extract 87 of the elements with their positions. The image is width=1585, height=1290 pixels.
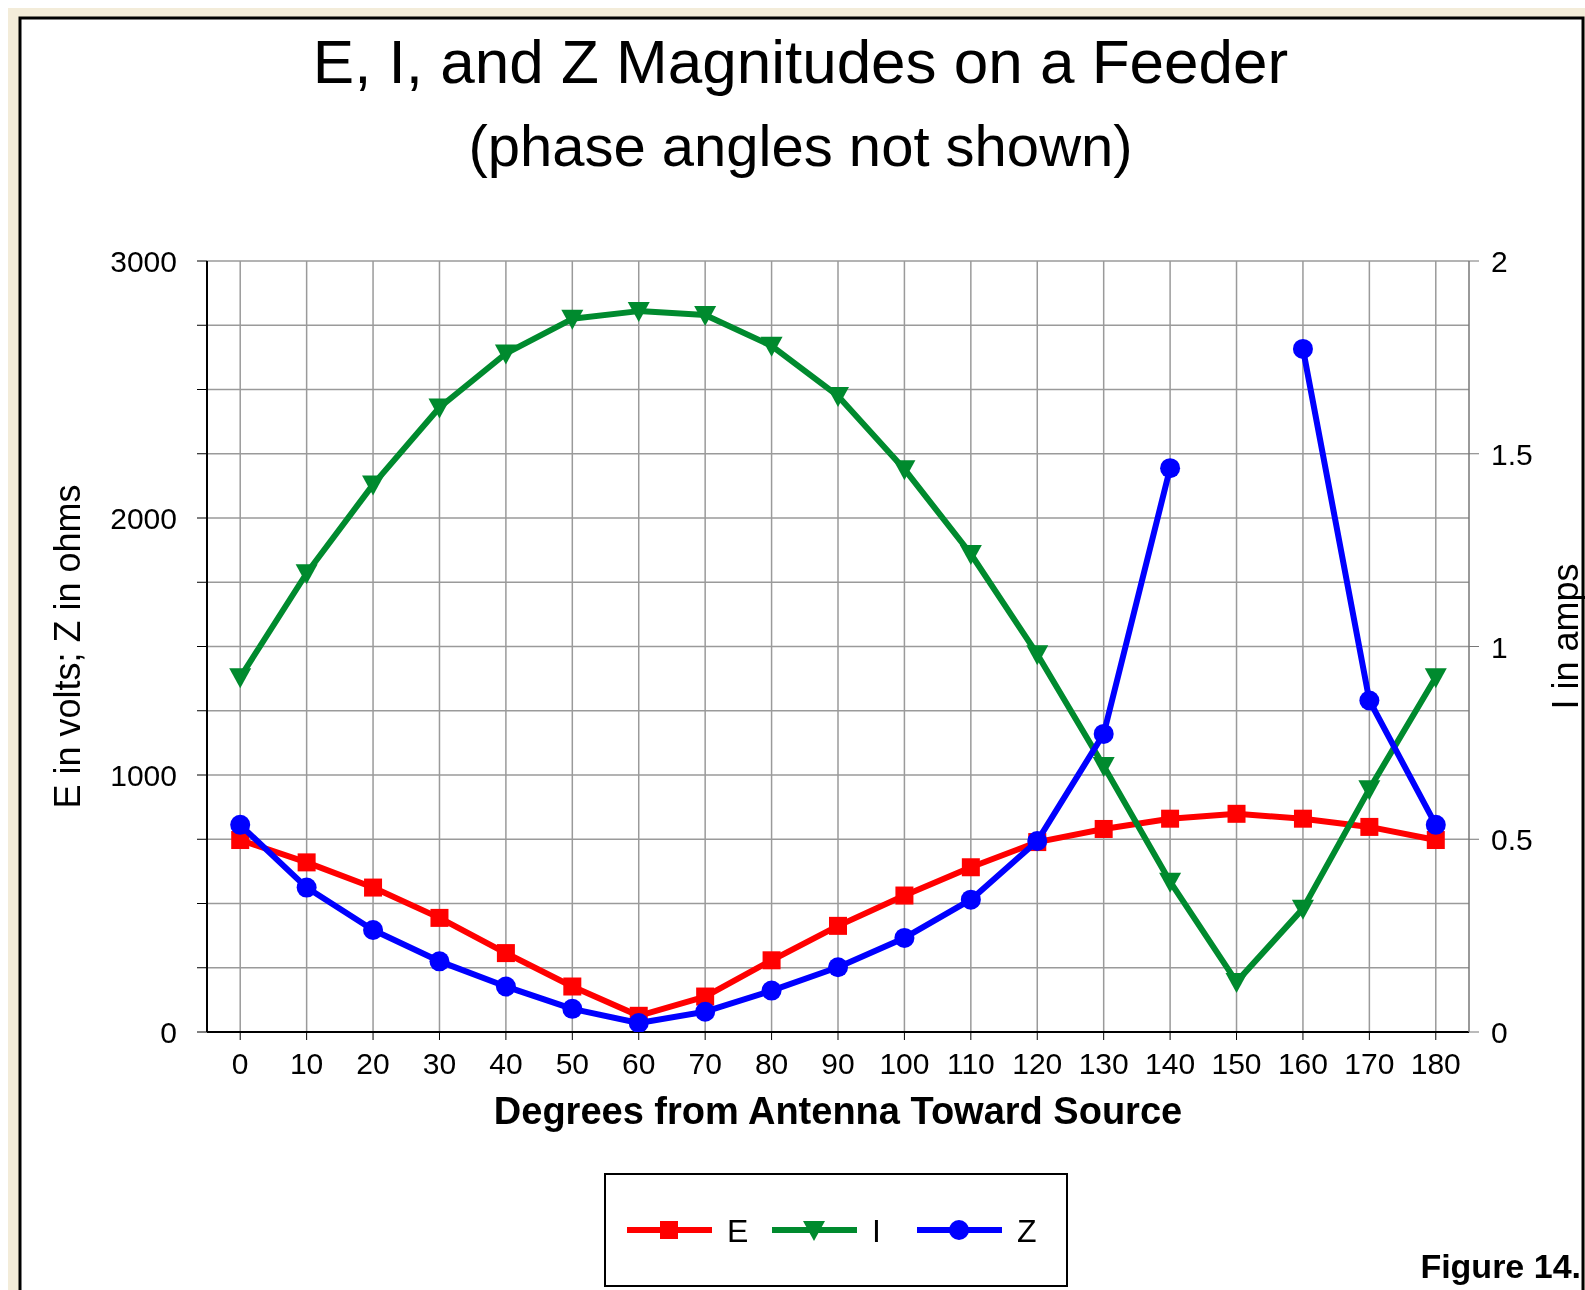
x-tick-label: 40 bbox=[489, 1047, 523, 1080]
point bbox=[1225, 972, 1248, 993]
caption: Figure 14. bbox=[1420, 1247, 1581, 1285]
point bbox=[561, 309, 584, 330]
point bbox=[960, 889, 981, 910]
point bbox=[297, 853, 316, 872]
point bbox=[961, 858, 980, 877]
x-tick-label: 80 bbox=[754, 1047, 789, 1080]
y2-tick-label: 0 bbox=[1491, 1016, 1508, 1049]
legend-label: I bbox=[872, 1213, 881, 1249]
point bbox=[430, 908, 449, 927]
point bbox=[1159, 872, 1182, 893]
point bbox=[429, 951, 450, 972]
x-tick-label: 100 bbox=[879, 1047, 930, 1080]
point bbox=[362, 475, 385, 496]
point bbox=[1359, 690, 1380, 711]
point bbox=[364, 878, 383, 897]
point bbox=[628, 1013, 649, 1032]
point bbox=[563, 977, 582, 996]
point bbox=[1291, 899, 1314, 920]
y2-tick-label: 0.5 bbox=[1491, 823, 1533, 857]
y2-tick-label: 1 bbox=[1491, 630, 1508, 664]
point bbox=[1424, 668, 1447, 689]
chart-title: E, I, and Z Magnitudes on a Feeder bbox=[312, 27, 1289, 96]
point bbox=[959, 544, 982, 565]
point bbox=[1161, 809, 1180, 828]
point bbox=[828, 957, 848, 978]
x-tick-label: 150 bbox=[1211, 1047, 1262, 1080]
point bbox=[296, 877, 317, 898]
y2-tick-label: 1.5 bbox=[1491, 437, 1533, 471]
point bbox=[1026, 645, 1049, 666]
point bbox=[295, 564, 318, 585]
x-tick-label: 160 bbox=[1277, 1047, 1328, 1080]
point bbox=[694, 305, 717, 326]
y-tick-label: 3000 bbox=[110, 245, 177, 278]
point bbox=[494, 344, 517, 365]
point bbox=[1293, 809, 1312, 828]
point bbox=[1425, 814, 1446, 835]
point bbox=[229, 668, 252, 689]
x-tick-label: 10 bbox=[289, 1047, 324, 1080]
point bbox=[627, 302, 650, 323]
point bbox=[1227, 804, 1246, 823]
point bbox=[1092, 757, 1115, 778]
x-tick-label: 20 bbox=[356, 1047, 390, 1080]
legend-label: Z bbox=[1017, 1213, 1037, 1249]
y2-tick-label: 2 bbox=[1491, 245, 1508, 278]
point bbox=[894, 927, 915, 948]
x-tick-label: 30 bbox=[422, 1047, 457, 1080]
point bbox=[230, 814, 251, 835]
x-tick-label: 180 bbox=[1410, 1047, 1461, 1080]
x-tick-label: 70 bbox=[688, 1047, 722, 1080]
y-tick-label: 0 bbox=[160, 1016, 177, 1049]
point bbox=[495, 976, 516, 997]
legend-label: E bbox=[727, 1213, 749, 1249]
point bbox=[1358, 780, 1381, 801]
x-tick-label: 0 bbox=[231, 1047, 249, 1080]
x-tick-label: 60 bbox=[622, 1047, 656, 1080]
point bbox=[428, 398, 451, 419]
point bbox=[695, 1001, 716, 1022]
point bbox=[760, 336, 783, 357]
point bbox=[1094, 819, 1113, 838]
x-tick-label: 140 bbox=[1145, 1047, 1196, 1080]
point bbox=[1160, 458, 1181, 479]
point bbox=[1360, 817, 1379, 836]
x-tick-label: 120 bbox=[1012, 1047, 1063, 1080]
point bbox=[829, 916, 847, 935]
x-tick-label: 90 bbox=[821, 1047, 855, 1080]
point bbox=[562, 998, 583, 1019]
y-tick-label: 1000 bbox=[110, 759, 177, 792]
point bbox=[1292, 338, 1313, 359]
point bbox=[895, 886, 914, 905]
point bbox=[1093, 723, 1114, 744]
x-tick-label: 130 bbox=[1078, 1047, 1129, 1080]
x-axis-title: Degrees from Antenna Toward Source bbox=[493, 1090, 1183, 1132]
point bbox=[827, 386, 849, 407]
x-tick-label: 110 bbox=[946, 1047, 995, 1080]
x-tick-label: 50 bbox=[555, 1047, 589, 1080]
x-tick-label: 170 bbox=[1344, 1047, 1395, 1080]
y2-axis-title: I in amps bbox=[1545, 563, 1585, 710]
point bbox=[496, 944, 515, 963]
point bbox=[363, 919, 384, 940]
y-axis-title: E in volts; Z in ohms bbox=[47, 484, 88, 809]
point bbox=[893, 460, 916, 481]
chart-subtitle: (phase angles not shown) bbox=[468, 113, 1133, 178]
point bbox=[761, 980, 782, 1001]
y-tick-label: 2000 bbox=[110, 502, 177, 535]
point bbox=[762, 951, 781, 970]
